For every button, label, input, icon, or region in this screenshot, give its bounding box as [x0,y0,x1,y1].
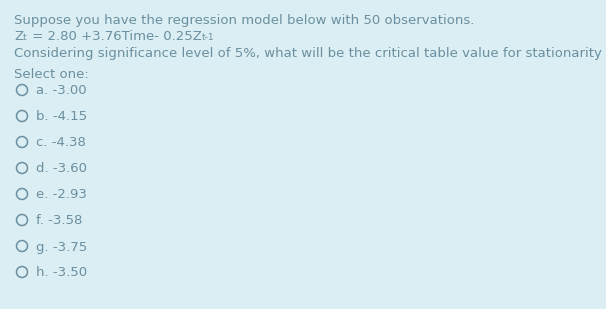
Text: t: t [23,33,27,42]
Text: c. -4.38: c. -4.38 [36,137,86,150]
Text: Select one:: Select one: [14,68,88,81]
Text: Considering significance level of 5%, what will be the critical table value for : Considering significance level of 5%, wh… [14,47,606,60]
Text: f. -3.58: f. -3.58 [36,214,82,227]
Text: e. -2.93: e. -2.93 [36,188,87,201]
Text: g. -3.75: g. -3.75 [36,240,87,253]
Text: a. -3.00: a. -3.00 [36,84,87,98]
Text: Z: Z [14,30,23,43]
Text: Suppose you have the regression model below with 50 observations.: Suppose you have the regression model be… [14,14,474,27]
Text: h. -3.50: h. -3.50 [36,266,87,280]
Text: t-1: t-1 [202,33,215,42]
Text: b. -4.15: b. -4.15 [36,111,87,124]
Text: d. -3.60: d. -3.60 [36,163,87,176]
Text: = 2.80 +3.76Time- 0.25Z: = 2.80 +3.76Time- 0.25Z [28,30,202,43]
